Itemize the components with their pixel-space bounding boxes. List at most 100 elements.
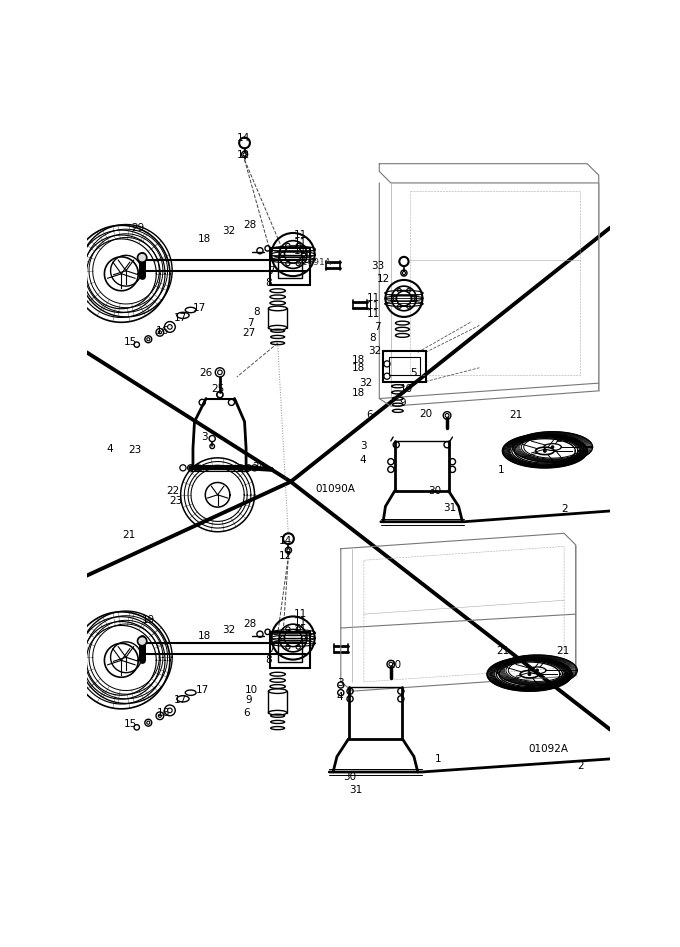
Circle shape xyxy=(158,331,161,334)
Text: 12: 12 xyxy=(279,551,292,562)
Text: 11: 11 xyxy=(367,309,379,319)
Text: 16: 16 xyxy=(156,326,169,336)
Text: 7: 7 xyxy=(268,266,275,277)
Text: 17: 17 xyxy=(174,313,187,324)
Circle shape xyxy=(147,722,150,724)
Bar xyxy=(277,638,303,662)
Bar xyxy=(277,255,303,278)
Text: 3: 3 xyxy=(201,432,208,442)
Circle shape xyxy=(287,548,290,552)
Circle shape xyxy=(167,708,172,713)
Bar xyxy=(388,357,420,375)
Bar xyxy=(383,350,426,382)
Text: 10: 10 xyxy=(245,685,258,694)
Text: 18: 18 xyxy=(198,631,211,641)
Circle shape xyxy=(167,325,172,330)
Text: 14: 14 xyxy=(237,134,250,143)
Text: 5: 5 xyxy=(410,368,416,378)
Text: 11: 11 xyxy=(294,609,307,619)
Text: 30: 30 xyxy=(343,773,356,782)
Text: 28: 28 xyxy=(243,619,256,629)
Text: 2: 2 xyxy=(578,760,584,771)
Text: 20: 20 xyxy=(388,660,401,670)
Circle shape xyxy=(147,338,150,341)
Circle shape xyxy=(528,673,531,675)
Text: 4: 4 xyxy=(107,444,113,455)
Circle shape xyxy=(218,370,222,375)
Text: 8: 8 xyxy=(253,307,259,317)
Circle shape xyxy=(137,253,147,262)
Text: 15: 15 xyxy=(124,337,137,348)
Circle shape xyxy=(536,670,539,671)
Circle shape xyxy=(389,662,393,666)
Text: 11: 11 xyxy=(367,301,379,312)
Text: 23: 23 xyxy=(169,496,183,506)
Text: 01090A: 01090A xyxy=(316,485,356,494)
Text: 9: 9 xyxy=(245,695,252,706)
Text: 6: 6 xyxy=(243,707,250,718)
Text: 26: 26 xyxy=(199,368,213,378)
Text: 10: 10 xyxy=(400,384,413,394)
Text: 11: 11 xyxy=(294,616,307,627)
Text: 7: 7 xyxy=(247,318,253,328)
Text: 1: 1 xyxy=(435,754,441,764)
Text: 22: 22 xyxy=(167,486,180,496)
Text: 32: 32 xyxy=(368,346,381,356)
Text: 8: 8 xyxy=(265,655,272,666)
Text: 7: 7 xyxy=(268,644,275,653)
Text: 31: 31 xyxy=(350,785,363,795)
Text: 18: 18 xyxy=(352,363,365,373)
Text: 27: 27 xyxy=(242,328,255,338)
Text: 21: 21 xyxy=(510,410,523,420)
Text: 3: 3 xyxy=(360,441,367,452)
Text: 11: 11 xyxy=(294,238,307,248)
Bar xyxy=(270,248,310,285)
Text: 2: 2 xyxy=(561,505,567,514)
Text: 18: 18 xyxy=(352,388,365,398)
Text: 7: 7 xyxy=(375,322,381,332)
Text: 21: 21 xyxy=(556,646,569,656)
Text: 20: 20 xyxy=(419,409,432,419)
Text: 21: 21 xyxy=(122,529,136,540)
Text: 15: 15 xyxy=(124,720,137,729)
Text: 1: 1 xyxy=(498,465,505,475)
Text: 3: 3 xyxy=(337,678,344,688)
Text: 32: 32 xyxy=(222,225,236,236)
Text: 31: 31 xyxy=(443,503,457,513)
Circle shape xyxy=(137,636,147,646)
Text: 25: 25 xyxy=(211,384,225,394)
Text: 11: 11 xyxy=(367,294,379,303)
Text: 21: 21 xyxy=(496,646,509,656)
Text: 14: 14 xyxy=(279,536,292,546)
Text: 18: 18 xyxy=(198,234,211,244)
Bar xyxy=(270,632,310,668)
Text: 23: 23 xyxy=(128,445,141,456)
Text: 8: 8 xyxy=(265,278,272,288)
Circle shape xyxy=(551,446,554,448)
Text: 32: 32 xyxy=(360,378,373,388)
Text: 16: 16 xyxy=(157,707,170,718)
Text: 29: 29 xyxy=(132,223,145,233)
Circle shape xyxy=(403,272,405,275)
Text: 8: 8 xyxy=(369,333,375,344)
Text: 4: 4 xyxy=(336,691,343,702)
Text: 17: 17 xyxy=(196,685,209,694)
Text: 24: 24 xyxy=(252,462,266,472)
Text: 6: 6 xyxy=(366,410,373,420)
Text: 12: 12 xyxy=(377,275,390,284)
Text: 30: 30 xyxy=(428,486,441,496)
Text: 28: 28 xyxy=(243,220,256,229)
Text: 32: 32 xyxy=(222,624,236,634)
Text: 18: 18 xyxy=(352,355,365,365)
Text: 33: 33 xyxy=(371,261,384,271)
Text: 17: 17 xyxy=(193,303,207,313)
Text: 01092A: 01092A xyxy=(529,744,568,754)
Text: 01091A: 01091A xyxy=(296,258,331,267)
Circle shape xyxy=(543,450,546,453)
Text: 4: 4 xyxy=(359,456,366,465)
Circle shape xyxy=(243,152,246,156)
Text: 11: 11 xyxy=(294,245,307,256)
Text: 17: 17 xyxy=(174,695,187,706)
Circle shape xyxy=(158,714,161,717)
Text: 11: 11 xyxy=(294,230,307,241)
